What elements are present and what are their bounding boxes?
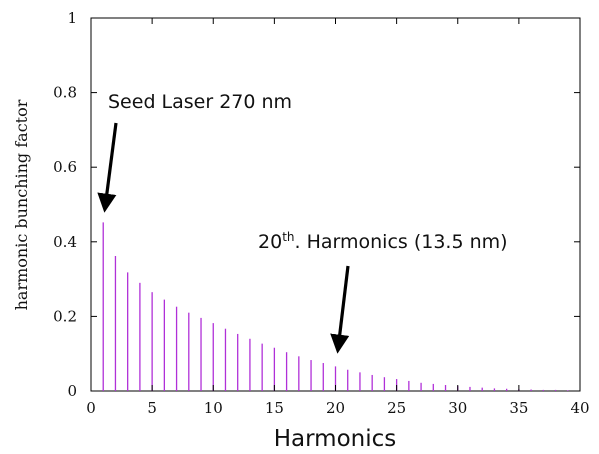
arrow-seed-laser — [97, 122, 118, 213]
x-axis-title: Harmonics — [274, 426, 397, 452]
axis-ticks: 0 5 10 15 20 25 30 35 40 0 0.2 0.4 0.6 0.8 1 — [53, 9, 589, 417]
x-tick-label-0: 0 — [86, 399, 96, 417]
x-tick-label-25: 25 — [387, 399, 406, 417]
annotation-20th-harmonic: 20th. Harmonics (13.5 nm) — [258, 230, 508, 253]
y-tick-label-0: 0 — [67, 382, 77, 400]
x-tick-label-20: 20 — [326, 399, 345, 417]
y-tick-label-0.6: 0.6 — [53, 158, 77, 176]
y-tick-label-0.2: 0.2 — [53, 307, 77, 325]
y-tick-label-0.8: 0.8 — [53, 84, 77, 102]
arrow-20th-harmonic — [330, 265, 350, 354]
annotation-20th-superscript: th — [282, 230, 294, 244]
x-tick-label-10: 10 — [204, 399, 223, 417]
annotation-seed-laser: Seed Laser 270 nm — [108, 91, 292, 113]
x-tick-label-35: 35 — [509, 399, 528, 417]
x-tick-label-15: 15 — [265, 399, 284, 417]
y-tick-label-1: 1 — [67, 9, 77, 27]
bar-series — [102, 222, 569, 391]
x-tick-label-5: 5 — [147, 399, 157, 417]
x-tick-label-40: 40 — [570, 399, 589, 417]
x-tick-label-30: 30 — [448, 399, 467, 417]
annotation-20th-number: 20 — [258, 231, 282, 253]
y-tick-label-0.4: 0.4 — [53, 233, 77, 251]
y-axis-title: harmonic bunching factor — [12, 99, 31, 310]
annotation-20th-suffix: . Harmonics (13.5 nm) — [295, 231, 508, 253]
